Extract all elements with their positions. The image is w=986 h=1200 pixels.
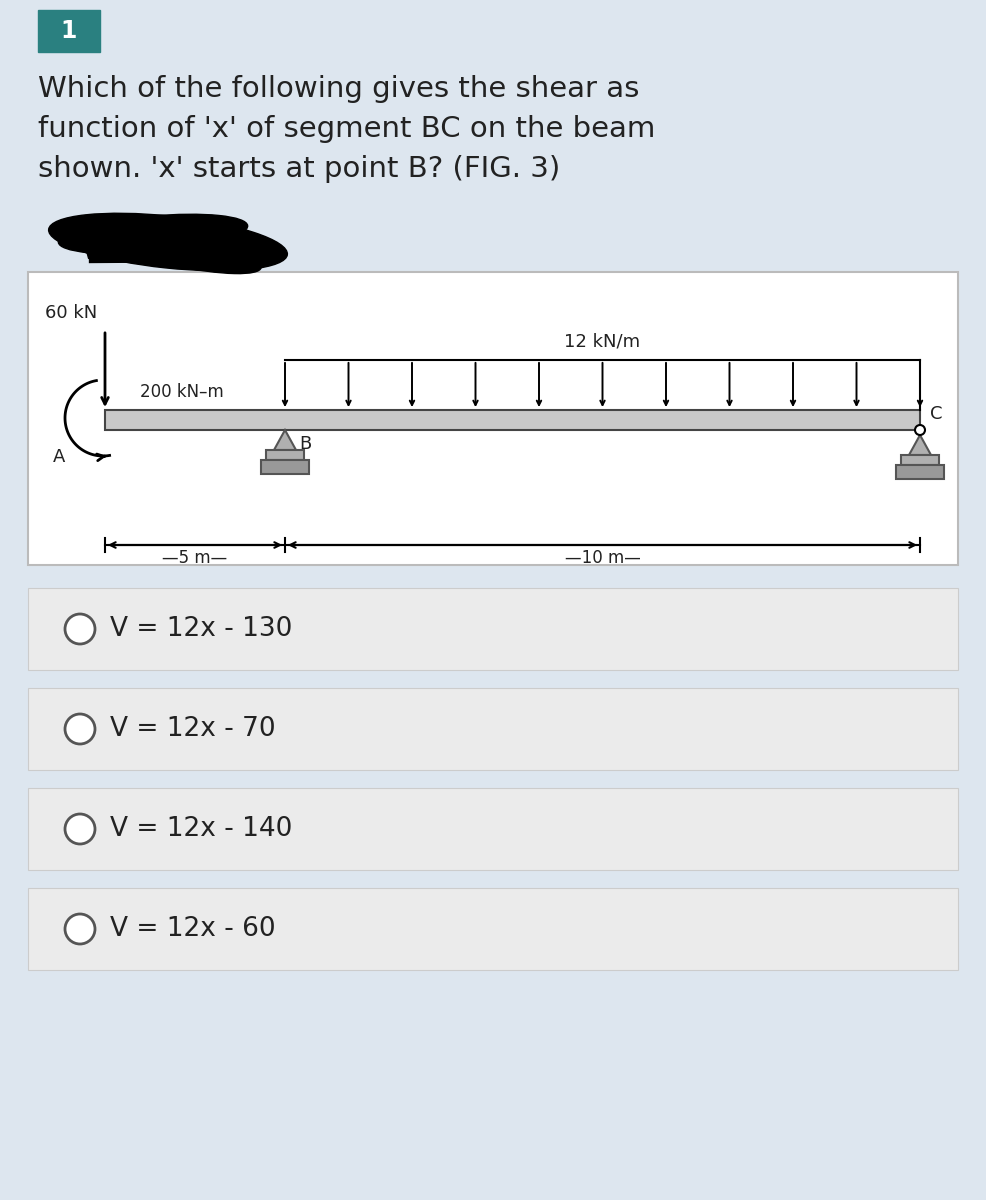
Text: 1: 1: [61, 19, 77, 43]
Bar: [28, 888, 958, 970]
Text: V = 12x - 140: V = 12x - 140: [110, 816, 293, 842]
Polygon shape: [909, 434, 931, 455]
Text: V = 12x - 70: V = 12x - 70: [110, 716, 276, 742]
Bar: [896, 464, 944, 479]
Bar: [28, 688, 958, 770]
Bar: [28, 588, 958, 670]
Bar: [28, 272, 958, 565]
Polygon shape: [274, 430, 296, 450]
Text: 60 kN: 60 kN: [44, 304, 97, 322]
Bar: [38, 10, 100, 52]
Circle shape: [65, 614, 95, 644]
Text: —5 m—: —5 m—: [163, 550, 228, 566]
Circle shape: [65, 714, 95, 744]
Text: 12 kN/m: 12 kN/m: [564, 332, 641, 350]
Bar: [266, 450, 304, 460]
Circle shape: [65, 814, 95, 844]
Ellipse shape: [58, 215, 247, 253]
Text: C: C: [930, 404, 943, 422]
Ellipse shape: [95, 227, 261, 274]
Bar: [28, 788, 958, 870]
Ellipse shape: [48, 214, 287, 271]
Text: V = 12x - 60: V = 12x - 60: [110, 916, 276, 942]
Circle shape: [65, 914, 95, 944]
Text: 200 kN–m: 200 kN–m: [140, 383, 224, 401]
Text: —10 m—: —10 m—: [565, 550, 641, 566]
Text: B: B: [299, 434, 312, 452]
Bar: [901, 455, 939, 464]
Bar: [261, 460, 309, 474]
Text: Which of the following gives the shear as
function of 'x' of segment BC on the b: Which of the following gives the shear a…: [38, 74, 656, 184]
Text: V = 12x - 130: V = 12x - 130: [110, 616, 293, 642]
Circle shape: [915, 425, 925, 434]
Bar: [105, 410, 920, 430]
Text: A: A: [53, 448, 65, 466]
